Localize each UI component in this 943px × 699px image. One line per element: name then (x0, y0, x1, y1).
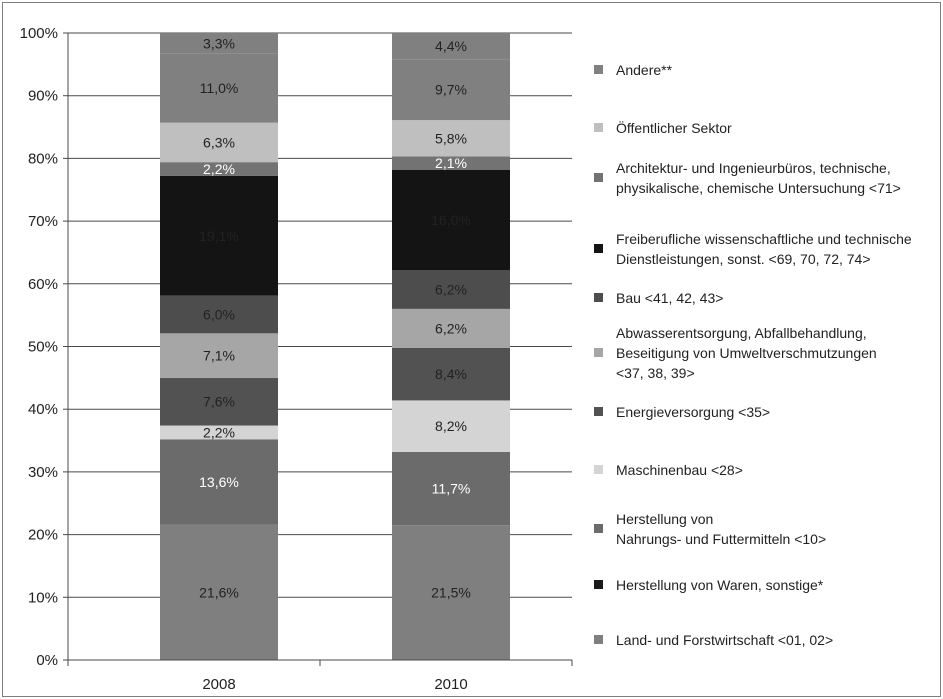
data-label: 6,3% (203, 134, 235, 150)
legend-swatch (594, 465, 603, 474)
bar-segment (392, 59, 510, 121)
data-label: 6,2% (435, 281, 467, 297)
data-label: 3,3% (203, 35, 235, 51)
legend-label: Abwasserentsorgung, Abfallbehandlung, (616, 325, 867, 341)
legend-label: Andere** (616, 62, 673, 78)
y-tick-label: 100% (20, 25, 58, 42)
data-label: 5,8% (435, 130, 467, 146)
data-label: 13,6% (199, 474, 239, 490)
legend-label: Bau <41, 42, 43> (616, 290, 723, 306)
legend-label: Beseitigung von Umweltverschmutzungen (616, 345, 877, 361)
y-axis: 0% 10% 20% 30% 40% 50% 60% 70% 80% 90% 100% (20, 25, 69, 669)
x-tick-label: 2008 (202, 676, 235, 693)
bar-segment (392, 400, 510, 452)
legend-swatch (594, 244, 603, 253)
legend-label: Energieversorgung <35> (616, 404, 770, 420)
data-label: 16,0% (431, 212, 471, 228)
data-label: 2,2% (203, 424, 235, 440)
bar-segment (160, 175, 278, 296)
legend-swatch (594, 348, 603, 357)
bar-segment (160, 439, 278, 525)
legend-label: Land- und Forstwirtschaft <01, 02> (616, 632, 833, 648)
legend-label: <37, 38, 39> (616, 365, 695, 381)
legend-swatch (594, 407, 603, 416)
legend-swatch (594, 524, 603, 533)
legend-label: physikalische, chemische Untersuchung <7… (616, 180, 901, 196)
legend-label: Öffentlicher Sektor (616, 119, 732, 136)
data-label: 9,7% (435, 82, 467, 98)
data-label: 19,1% (199, 228, 239, 244)
legend-swatch (594, 123, 603, 132)
bar-segment (392, 525, 510, 660)
data-label: 4,4% (435, 38, 467, 54)
bar-segment (392, 451, 510, 526)
y-tick-label: 30% (28, 464, 58, 481)
bar-segment (160, 377, 278, 426)
y-tick-label: 40% (28, 401, 58, 418)
data-label: 8,2% (435, 418, 467, 434)
bar-segment (160, 425, 278, 440)
legend-swatch (594, 580, 603, 589)
bar-segment (392, 33, 510, 60)
data-label: 2,2% (203, 161, 235, 177)
bar-segments: 21,6% 13,6% 2,2% 7,6% 7,1% 6,0% 19,1% 2,2% 6,3% 1… (160, 33, 510, 660)
y-tick-label: 60% (28, 276, 58, 293)
legend-swatch (594, 173, 603, 182)
bar-segment (160, 333, 278, 378)
bar-segment (160, 33, 278, 54)
bar-segment (392, 308, 510, 348)
bar-segment (392, 169, 510, 271)
legend-label: Herstellung von (616, 511, 713, 527)
legend-label: Architektur- und Ingenieurbüros, technis… (616, 160, 891, 176)
legend-swatch (594, 635, 603, 644)
bar-segment (392, 120, 510, 157)
bar-segment (160, 122, 278, 163)
data-label: 8,4% (435, 366, 467, 382)
x-axis: 2008 2010 (67, 659, 573, 693)
bar-segment (392, 347, 510, 401)
legend-label: Nahrungs- und Futtermitteln <10> (616, 531, 826, 547)
bar-segment (392, 156, 510, 170)
legend-label: Dienstleistungen, sonst. <69, 70, 72, 74… (616, 251, 871, 267)
y-tick-label: 80% (28, 150, 58, 167)
y-tick-label: 50% (28, 339, 58, 356)
data-label: 6,2% (435, 320, 467, 336)
data-label: 11,0% (200, 80, 239, 96)
bar-segment (160, 295, 278, 334)
x-tick-label: 2010 (434, 676, 467, 693)
data-label: 11,7% (432, 481, 471, 497)
legend-label: Herstellung von Waren, sonstige* (616, 577, 824, 593)
legend-swatch (594, 293, 603, 302)
data-label: 7,1% (203, 348, 235, 364)
legend-swatch (594, 65, 603, 74)
legend-label: Freiberufliche wissenschaftliche und tec… (616, 231, 912, 247)
data-label: 21,5% (431, 585, 471, 601)
data-label: 21,6% (199, 584, 239, 600)
y-tick-label: 70% (28, 213, 58, 230)
bar-segment (160, 53, 278, 123)
y-tick-label: 90% (28, 88, 58, 105)
bar-segment (160, 162, 278, 176)
bar-segment (392, 270, 510, 309)
bar-segment (160, 524, 278, 660)
legend-label: Maschinenbau <28> (616, 462, 743, 478)
data-label: 7,6% (203, 394, 235, 410)
data-label: 6,0% (203, 307, 235, 323)
y-tick-label: 0% (36, 652, 58, 669)
y-tick-label: 20% (28, 527, 58, 544)
legend: Andere** Öffentlicher Sektor Architektur- … (594, 62, 912, 648)
data-label: 2,1% (435, 155, 467, 171)
y-tick-label: 10% (28, 589, 58, 606)
